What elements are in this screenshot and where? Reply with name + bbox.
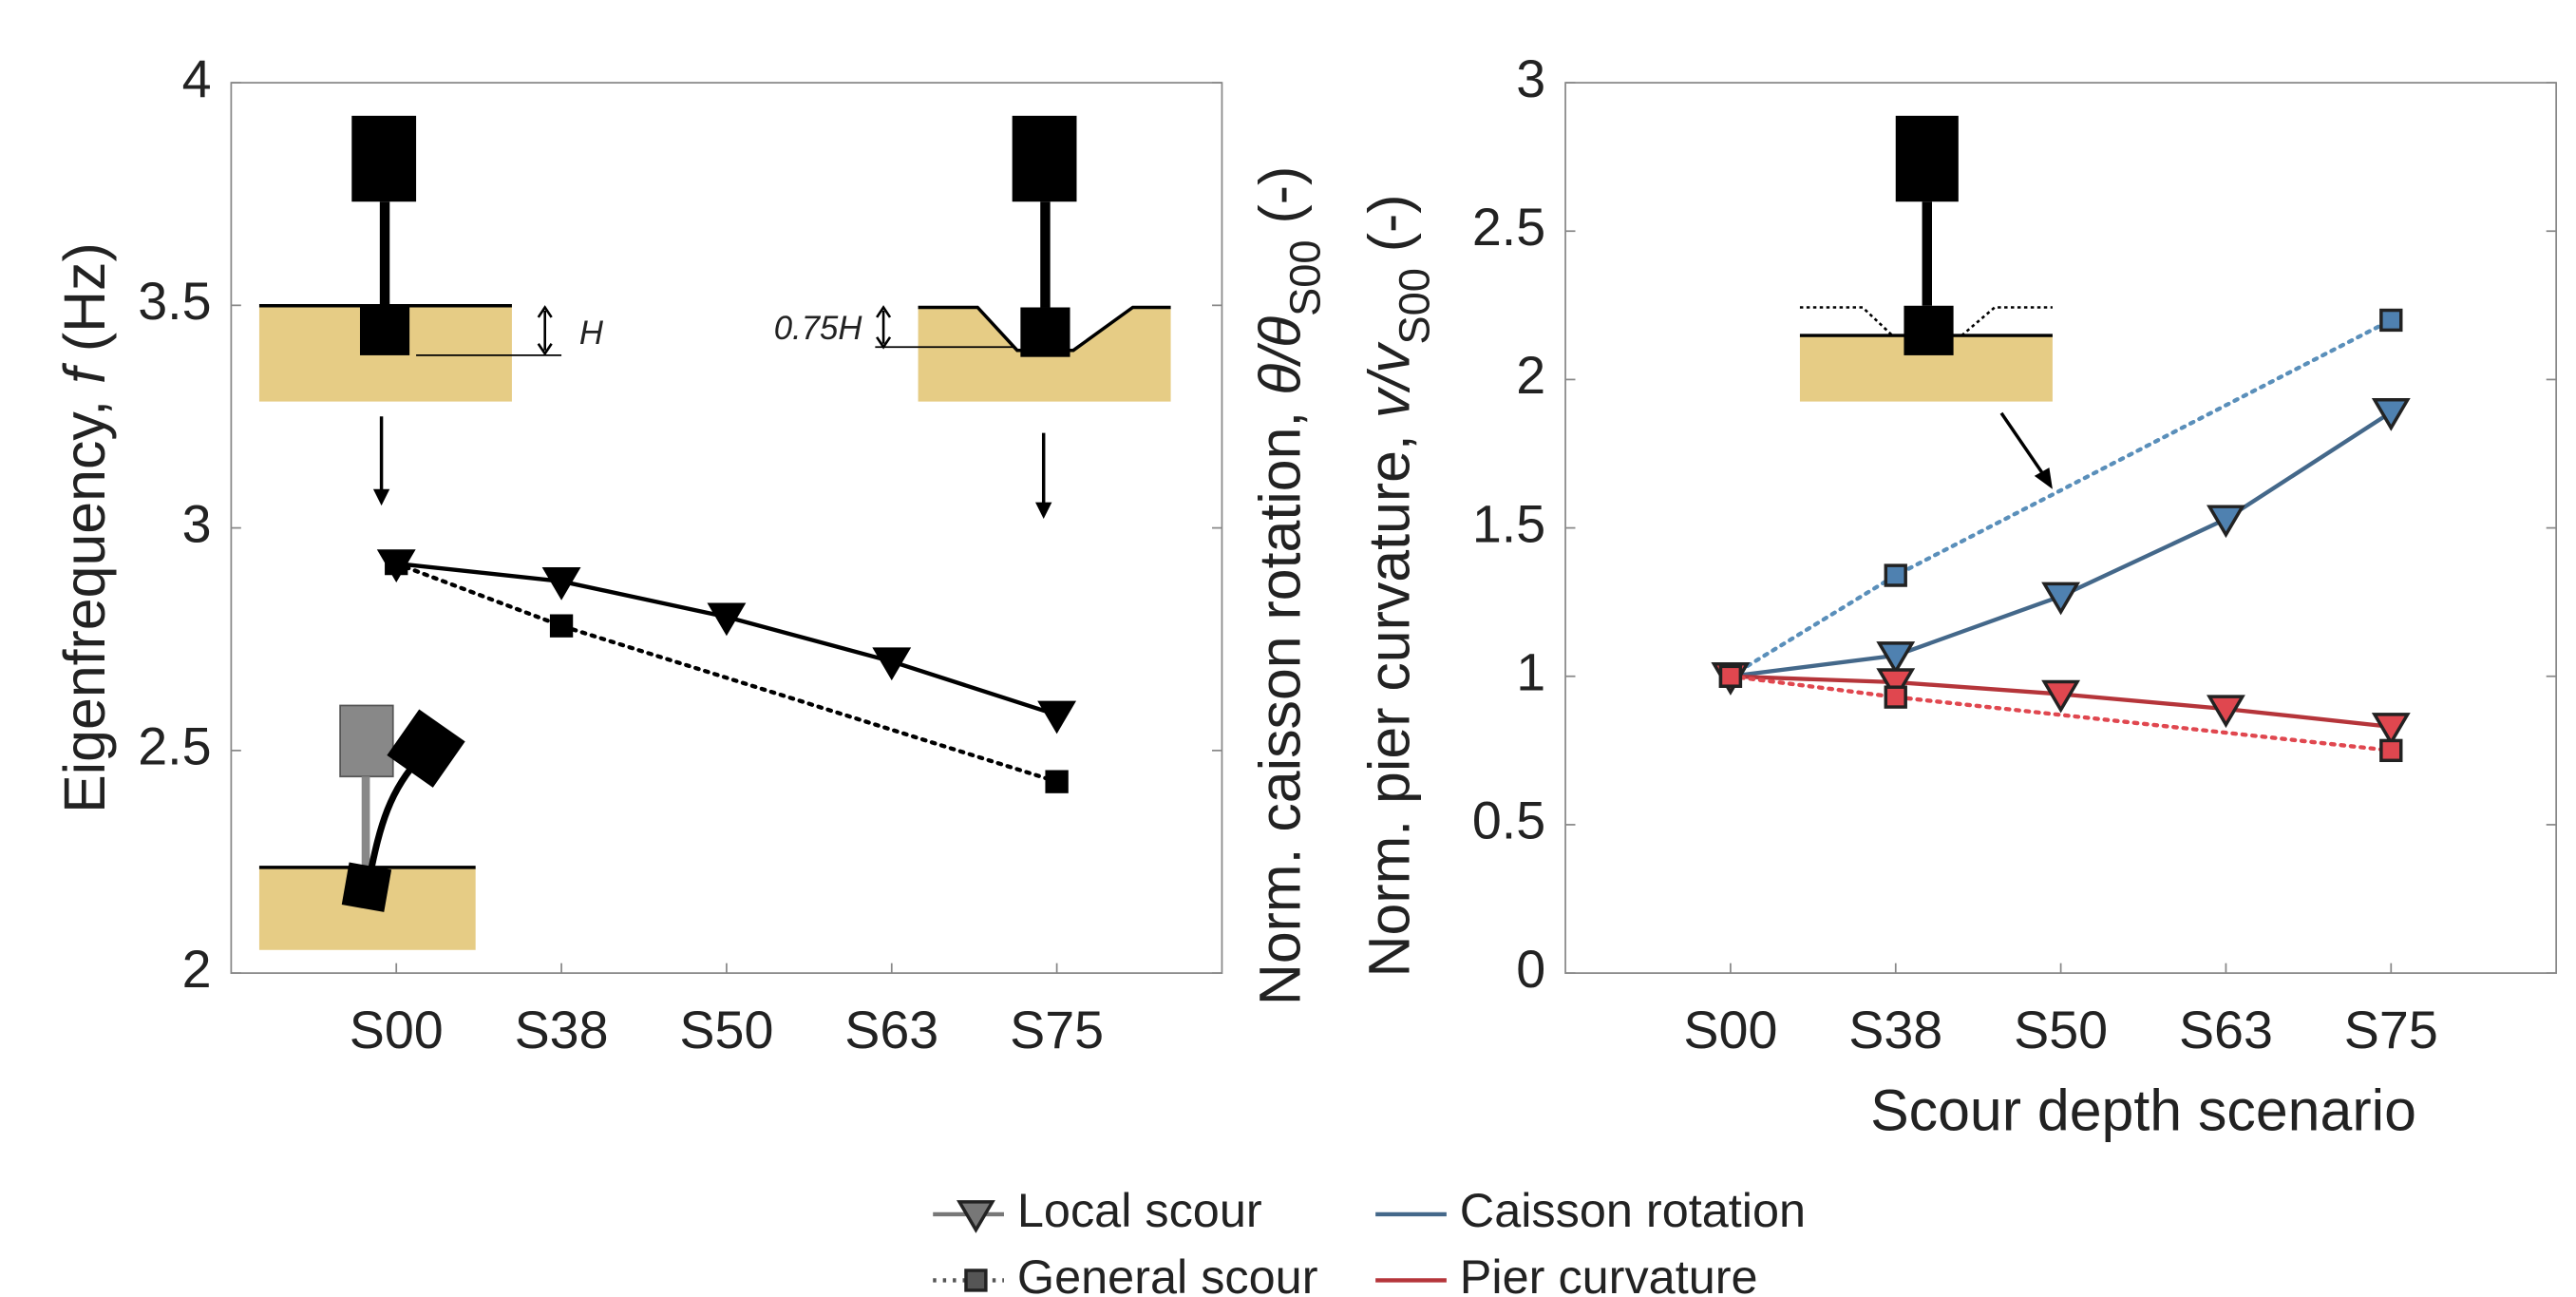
marker xyxy=(2207,695,2245,729)
marker xyxy=(2041,679,2081,714)
plot-frame xyxy=(1564,82,2558,974)
marker xyxy=(957,1200,995,1233)
y-tick-label: 1.5 xyxy=(1472,494,1545,553)
x-tick-label: S63 xyxy=(2179,1001,2273,1059)
marker xyxy=(2379,738,2403,763)
marker xyxy=(1876,668,1916,701)
y-tick-label: 2.5 xyxy=(138,717,211,776)
y-tick-label: 1 xyxy=(1516,642,1545,701)
y-axis-label: Eigenfrequency, f (Hz) xyxy=(52,242,117,813)
x-tick-label: S38 xyxy=(1848,1001,1942,1059)
series-line xyxy=(394,561,1059,784)
y-axis-label-part: (Hz) xyxy=(52,242,117,368)
x-tick-label: S38 xyxy=(515,1001,609,1059)
annotation: 0.75H xyxy=(774,311,863,347)
y-axis-label-part: f xyxy=(52,362,117,384)
y-tick-label: 0 xyxy=(1516,940,1545,999)
y-tick-label: 0.5 xyxy=(1472,792,1545,850)
y-tick-label: 3 xyxy=(182,494,212,553)
y-tick-label: 2 xyxy=(1516,346,1545,405)
marker xyxy=(2207,505,2245,539)
y-axis-label-part: S00 xyxy=(1391,268,1439,344)
diagram-local-scour xyxy=(875,115,1171,520)
marker xyxy=(1045,770,1069,793)
y-axis-label-part: Norm. pier curvature, xyxy=(1356,418,1421,977)
marker xyxy=(1876,641,1916,675)
marker xyxy=(385,551,408,576)
annotation: H xyxy=(579,315,604,352)
marker xyxy=(2379,308,2403,333)
marker xyxy=(2371,713,2411,746)
marker xyxy=(2371,398,2411,431)
x-tick-label: S75 xyxy=(1010,1001,1104,1059)
legend-label: Pier curvature xyxy=(1460,1249,1758,1297)
x-tick-label: S50 xyxy=(679,1001,773,1059)
y-tick-label: 4 xyxy=(182,49,212,108)
marker xyxy=(872,647,912,681)
marker xyxy=(1718,664,1743,688)
legend-label: General scour xyxy=(1017,1249,1318,1297)
marker xyxy=(1884,563,1907,587)
legend-label: Caisson rotation xyxy=(1460,1183,1806,1237)
y-tick-label: 2 xyxy=(182,940,212,999)
y-axis-label-part: S00 xyxy=(1281,239,1330,315)
marker xyxy=(707,602,747,637)
y-axis-label-part: Eigenfrequency, xyxy=(52,384,117,813)
series-line xyxy=(394,561,1059,717)
y-axis-label-part: (-) xyxy=(1248,166,1313,240)
diagram-mode-shape xyxy=(258,704,476,950)
x-tick-label: S00 xyxy=(350,1001,444,1059)
series-line xyxy=(1728,410,2394,678)
y-axis-label-part: θ/θ xyxy=(1248,316,1313,395)
y-tick-label: 2.5 xyxy=(1472,198,1545,257)
y-axis-label-part: Norm. caisson rotation, xyxy=(1248,395,1313,1005)
y-axis-label: Norm. caisson rotation, θ/θS00 (-) xyxy=(1248,166,1330,1005)
marker xyxy=(1037,700,1077,734)
marker xyxy=(2041,582,2081,616)
x-tick-label: S50 xyxy=(2014,1001,2108,1059)
y-tick-label: 3.5 xyxy=(138,272,211,331)
x-tick-label: S63 xyxy=(844,1001,938,1059)
y-tick-label: 3 xyxy=(1516,49,1545,108)
y-axis-label-part: (-) xyxy=(1356,194,1421,268)
x-tick-label: S00 xyxy=(1683,1001,1777,1059)
legend-label: Local scour xyxy=(1017,1183,1262,1237)
diagram-initial xyxy=(258,115,562,506)
y-axis-label-part: v/v xyxy=(1356,341,1421,418)
marker xyxy=(549,614,574,638)
x-axis-label: Scour depth scenario xyxy=(1870,1078,2416,1143)
marker xyxy=(964,1268,988,1292)
marker xyxy=(1884,685,1907,709)
y-axis-label: Norm. pier curvature, v/vS00 (-) xyxy=(1356,194,1438,977)
x-tick-label: S75 xyxy=(2344,1001,2438,1059)
marker xyxy=(541,567,581,601)
diagram-general-scour xyxy=(1799,115,2053,489)
